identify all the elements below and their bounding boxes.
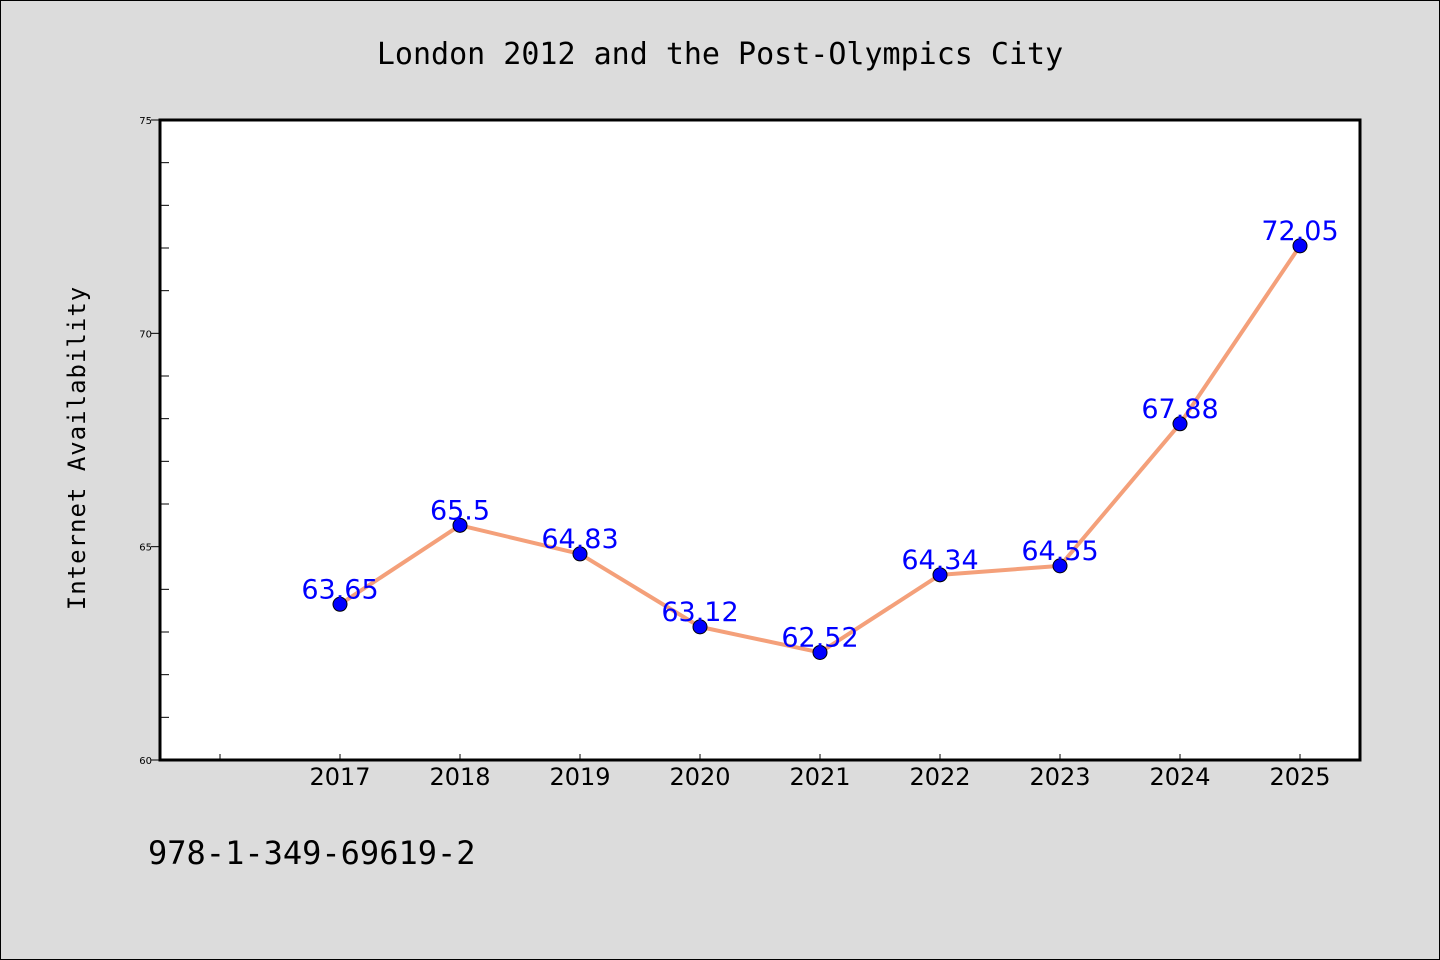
y-axis-label: Internet Availability — [63, 286, 91, 610]
x-axis: 2017 2018 2019 2020 2021 2022 2023 2024 2025 — [219, 754, 1331, 791]
y-tick-label: 60 — [139, 756, 152, 767]
data-point — [932, 567, 948, 583]
x-tick-label: 2021 — [789, 763, 850, 791]
data-label: 67.88 — [1141, 394, 1218, 425]
x-tick-label: 2019 — [549, 763, 610, 791]
data-label: 63.65 — [301, 574, 378, 605]
x-tick-label: 2024 — [1149, 763, 1210, 791]
data-point — [692, 619, 708, 635]
data-point — [1052, 558, 1068, 574]
plot-area — [158, 118, 1362, 762]
data-point — [572, 546, 588, 562]
data-point — [332, 596, 348, 612]
data-label: 62.52 — [781, 622, 858, 653]
x-tick-label: 2023 — [1029, 763, 1090, 791]
chart-title: London 2012 and the Post-Olympics City — [377, 37, 1063, 72]
series-1-points — [332, 238, 1308, 660]
data-label: 65.5 — [430, 495, 490, 526]
data-label: 72.05 — [1261, 216, 1338, 247]
y-axis: 60 65 70 75 — [139, 116, 169, 767]
x-tick-label: 2020 — [669, 763, 730, 791]
data-point — [452, 517, 468, 533]
data-label: 64.83 — [541, 524, 618, 555]
y-tick-label: 75 — [139, 116, 152, 127]
data-label: 63.12 — [661, 597, 738, 628]
y-tick-label: 70 — [139, 329, 152, 340]
x-tick-label: 2018 — [429, 763, 490, 791]
data-point — [812, 644, 828, 660]
data-label: 64.55 — [1021, 536, 1098, 567]
isbn-footer: 978-1-349-69619-2 — [148, 834, 476, 872]
data-point — [1292, 238, 1308, 254]
data-point — [1172, 416, 1188, 432]
y-tick-label: 65 — [139, 543, 152, 554]
x-tick-label: 2025 — [1269, 763, 1330, 791]
series-1-data-labels: 63.65 65.5 64.83 63.12 62.52 64.34 64.55 67.88 7… — [301, 216, 1338, 654]
x-tick-label: 2017 — [309, 763, 370, 791]
x-tick-label: 2022 — [909, 763, 970, 791]
data-label: 64.34 — [901, 545, 978, 576]
